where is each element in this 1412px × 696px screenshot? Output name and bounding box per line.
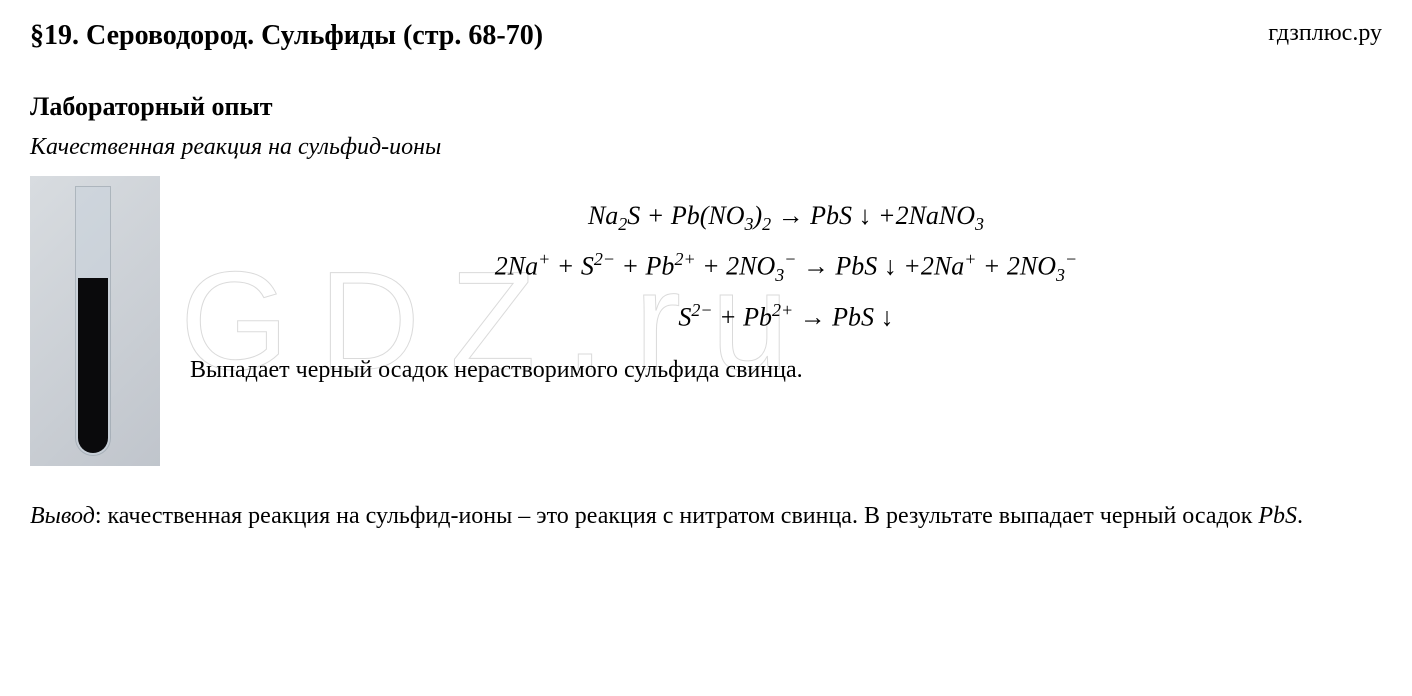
- conclusion-formula: PbS: [1258, 503, 1297, 529]
- equation-net-ionic: S2− + Pb2+ → PbS ↓: [190, 297, 1382, 337]
- header-row: §19. Сероводород. Сульфиды (стр. 68-70) …: [30, 20, 1382, 52]
- conclusion-paragraph: Вывод: качественная реакция на сульфид-и…: [30, 496, 1382, 537]
- lab-subtitle: Качественная реакция на сульфид-ионы: [30, 134, 1382, 161]
- test-tube-image: [30, 176, 160, 466]
- conclusion-body-1: : качественная реакция на сульфид-ионы –…: [95, 503, 1259, 529]
- content-row: Na2S + Pb(NO3)2 → PbS ↓ +2NaNO3 2Na+ + S…: [30, 176, 1382, 466]
- test-tube: [75, 186, 111, 456]
- section-title: §19. Сероводород. Сульфиды (стр. 68-70): [30, 20, 543, 52]
- conclusion-body-2: .: [1297, 503, 1303, 529]
- equations-block: Na2S + Pb(NO3)2 → PbS ↓ +2NaNO3 2Na+ + S…: [190, 176, 1382, 384]
- observation-text: Выпадает черный осадок нерастворимого су…: [190, 357, 1382, 384]
- site-label: гдзплюс.ру: [1268, 20, 1382, 47]
- lab-title: Лабораторный опыт: [30, 92, 1382, 122]
- tube-precipitate: [78, 278, 108, 453]
- conclusion-label: Вывод: [30, 503, 95, 529]
- equation-molecular: Na2S + Pb(NO3)2 → PbS ↓ +2NaNO3: [190, 196, 1382, 238]
- equation-full-ionic: 2Na+ + S2− + Pb2+ + 2NO3− → PbS ↓ +2Na+ …: [190, 246, 1382, 289]
